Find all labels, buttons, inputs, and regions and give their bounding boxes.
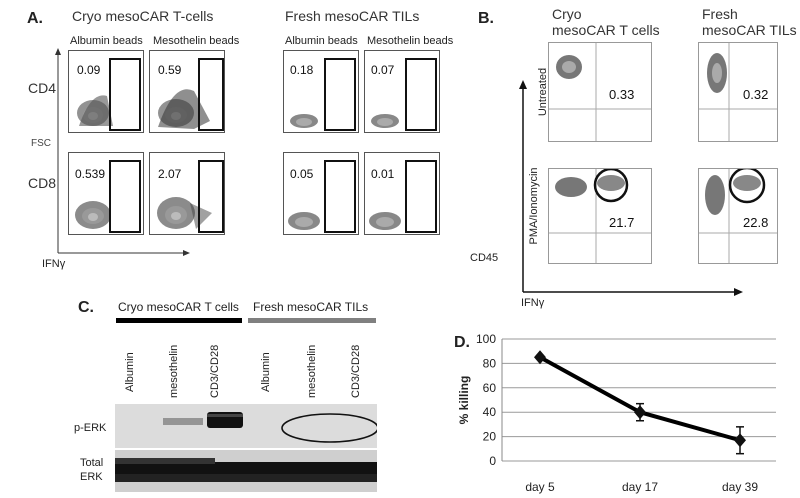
percent-value: 21.7 (609, 215, 635, 230)
gate-box (109, 58, 141, 131)
flow-plot: 0.05 (283, 152, 359, 235)
panel-d-letter: D. (454, 334, 470, 351)
panel-c-letter: C. (78, 299, 94, 316)
panel-a-y-axis-label: FSC (31, 138, 51, 149)
percent-value: 0.01 (371, 167, 395, 181)
panel-c-group-left: Cryo mesoCAR T cells (118, 300, 239, 314)
panel-b-col-label: Cryo mesoCAR T cells (552, 6, 660, 38)
percent-value: 0.539 (75, 167, 106, 181)
panel-a-row-label-cd4: CD4 (28, 80, 57, 96)
percent-value: 0.05 (290, 167, 314, 181)
percent-value: 0.59 (158, 63, 182, 77)
percent-value: 22.8 (743, 215, 769, 230)
lane-label: Albumin (260, 352, 272, 392)
gate-box (405, 160, 437, 233)
lane-label: CD3/CD28 (350, 344, 362, 398)
panel-b-col-label: Fresh mesoCAR TILs (702, 6, 797, 38)
x-tick-label: day 17 (622, 480, 658, 494)
flow-plot: 0.539 (68, 152, 144, 235)
lane-label: mesothelin (306, 344, 318, 398)
flow-plot: 22.8 (698, 168, 778, 264)
panel-a-x-axis-label: IFNγ (42, 258, 66, 270)
panel-d-chart: 0 20 40 60 80 100 day 5 day 17 day 39 % killing (457, 332, 776, 494)
panel-a-col-label: Mesothelin beads (367, 35, 454, 47)
x-tick-label: day 5 (525, 480, 555, 494)
panel-a-group-left: Cryo mesoCAR T-cells (72, 8, 214, 24)
panel-a-col-label: Mesothelin beads (153, 35, 240, 47)
flow-plot: 0.33 (548, 42, 652, 142)
flow-plot: 0.09 (68, 50, 144, 133)
gate-box (324, 160, 356, 233)
flow-plot: 0.07 (364, 50, 440, 133)
flow-plot: 0.32 (698, 42, 778, 142)
lane-label: mesothelin (168, 344, 180, 398)
y-tick-label: 100 (476, 332, 496, 346)
panel-a-col-label: Albumin beads (285, 35, 358, 47)
percent-value: 0.09 (77, 63, 101, 77)
group-bar-left (116, 318, 242, 323)
flow-plot: 21.7 (548, 168, 652, 264)
blot-label-perk: p-ERK (74, 422, 107, 434)
blot-perk (115, 404, 377, 448)
data-point (634, 405, 646, 420)
panel-a-col-label: Albumin beads (70, 35, 143, 47)
flow-plot: 2.07 (149, 152, 225, 235)
y-axis-label: % killing (457, 376, 471, 425)
y-tick-label: 20 (483, 430, 497, 444)
panel-b-letter: B. (478, 10, 494, 27)
panel-a-group-right: Fresh mesoCAR TILs (285, 8, 420, 24)
panel-b-x-axis-label: IFNγ (521, 297, 545, 309)
gate-box (324, 58, 356, 131)
group-bar-right (248, 318, 376, 323)
gate-box (109, 160, 141, 233)
panel-a-letter: A. (27, 10, 43, 27)
panel-a-row-label-cd8: CD8 (28, 175, 57, 191)
lane-label: CD3/CD28 (209, 344, 221, 398)
y-tick-label: 80 (483, 356, 497, 370)
y-tick-label: 0 (489, 454, 496, 468)
y-tick-label: 40 (483, 405, 497, 419)
series-line (539, 355, 741, 443)
panel-c-group-right: Fresh mesoCAR TILs (253, 300, 369, 314)
percent-value: 0.18 (290, 63, 314, 77)
flow-plot: 0.18 (283, 50, 359, 133)
y-tick-label: 60 (483, 381, 497, 395)
data-point (734, 433, 746, 448)
blot-label-total-erk: Total ERK (80, 457, 104, 483)
flow-plot: 0.59 (149, 50, 225, 133)
percent-value: 2.07 (158, 167, 182, 181)
gate-box (198, 58, 224, 131)
data-point (534, 350, 546, 365)
gate-box (198, 160, 224, 233)
gate-box (405, 58, 437, 131)
lane-label: Albumin (124, 352, 136, 392)
x-tick-label: day 39 (722, 480, 758, 494)
blot-total-erk (115, 450, 377, 492)
percent-value: 0.32 (743, 87, 769, 102)
panel-b-y-axis-label: CD45 (470, 252, 499, 264)
percent-value: 0.07 (371, 63, 395, 77)
flow-plot: 0.01 (364, 152, 440, 235)
percent-value: 0.33 (609, 87, 635, 102)
